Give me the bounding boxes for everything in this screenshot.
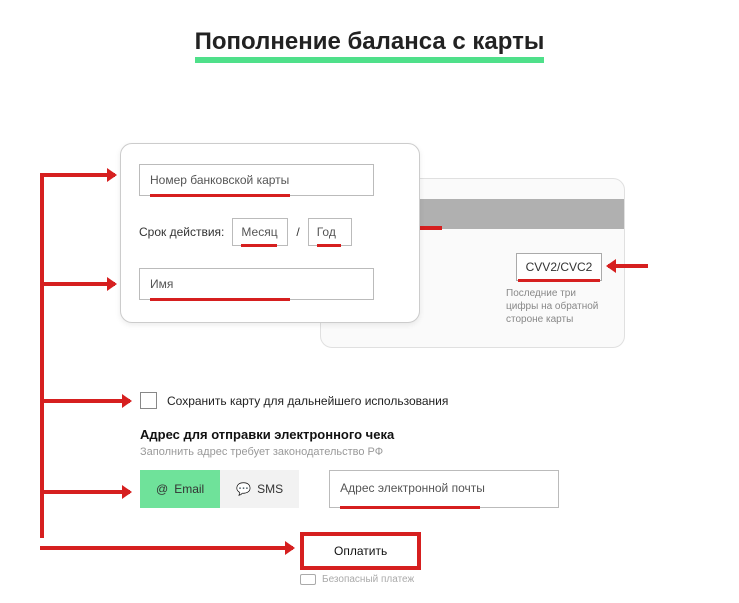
- email-placeholder: Адрес электронной почты: [340, 481, 485, 495]
- receipt-hint: Заполнить адрес требует законодательство…: [140, 446, 699, 458]
- callout-arrow-save: [40, 399, 130, 403]
- year-placeholder: Год: [317, 225, 336, 239]
- card-number-field[interactable]: Номер банковской карты: [139, 164, 374, 196]
- underline: [317, 244, 341, 247]
- card-number-placeholder: Номер банковской карты: [150, 173, 289, 187]
- expiry-slash: /: [296, 225, 299, 239]
- tab-email-label: Email: [174, 482, 204, 496]
- card-front: Номер банковской карты Срок действия: Ме…: [120, 143, 420, 323]
- pay-button[interactable]: Оплатить: [300, 532, 421, 570]
- below-card-section: Сохранить карту для дальнейшего использо…: [140, 392, 699, 508]
- expiry-month-field[interactable]: Месяц: [232, 218, 288, 246]
- callout-arrow-pay: [40, 546, 293, 550]
- month-placeholder: Месяц: [241, 225, 277, 239]
- secure-payment-note: Безопасный платеж: [300, 574, 414, 585]
- callout-arrow-cvv: [608, 264, 648, 268]
- cvv-field[interactable]: CVV2/CVC2: [516, 253, 602, 281]
- callout-arrow-card-number: [40, 173, 115, 177]
- callout-arrow-name: [40, 282, 115, 286]
- name-placeholder: Имя: [150, 277, 173, 291]
- pay-wrap: Оплатить: [300, 532, 421, 570]
- callout-spine: [40, 173, 44, 538]
- save-card-label: Сохранить карту для дальнейшего использо…: [167, 394, 448, 408]
- secure-label: Безопасный платеж: [322, 574, 414, 585]
- save-card-row: Сохранить карту для дальнейшего использо…: [140, 392, 699, 409]
- underline: [150, 298, 290, 301]
- expiry-row: Срок действия: Месяц / Год: [139, 218, 401, 246]
- receipt-title: Адрес для отправки электронного чека: [140, 427, 699, 442]
- at-icon: @: [156, 482, 168, 496]
- sms-icon: 💬: [236, 482, 251, 496]
- cvv-underline: [518, 279, 600, 282]
- underline: [150, 194, 290, 197]
- underline: [241, 244, 277, 247]
- tab-sms[interactable]: 💬 SMS: [220, 470, 299, 508]
- tab-email[interactable]: @ Email: [140, 470, 220, 508]
- email-address-field[interactable]: Адрес электронной почты: [329, 470, 559, 508]
- page-title: Пополнение баланса с карты: [0, 28, 739, 56]
- save-card-checkbox[interactable]: [140, 392, 157, 409]
- card-icon: [300, 574, 316, 585]
- cvv-hint: Последние три цифры на обратной стороне …: [506, 287, 602, 326]
- expiry-label: Срок действия:: [139, 225, 224, 239]
- expiry-year-field[interactable]: Год: [308, 218, 352, 246]
- cardholder-name-field[interactable]: Имя: [139, 268, 374, 300]
- tab-sms-label: SMS: [257, 482, 283, 496]
- callout-arrow-email-tab: [40, 490, 130, 494]
- underline: [340, 506, 480, 509]
- receipt-row: @ Email 💬 SMS Адрес электронной почты: [140, 470, 699, 508]
